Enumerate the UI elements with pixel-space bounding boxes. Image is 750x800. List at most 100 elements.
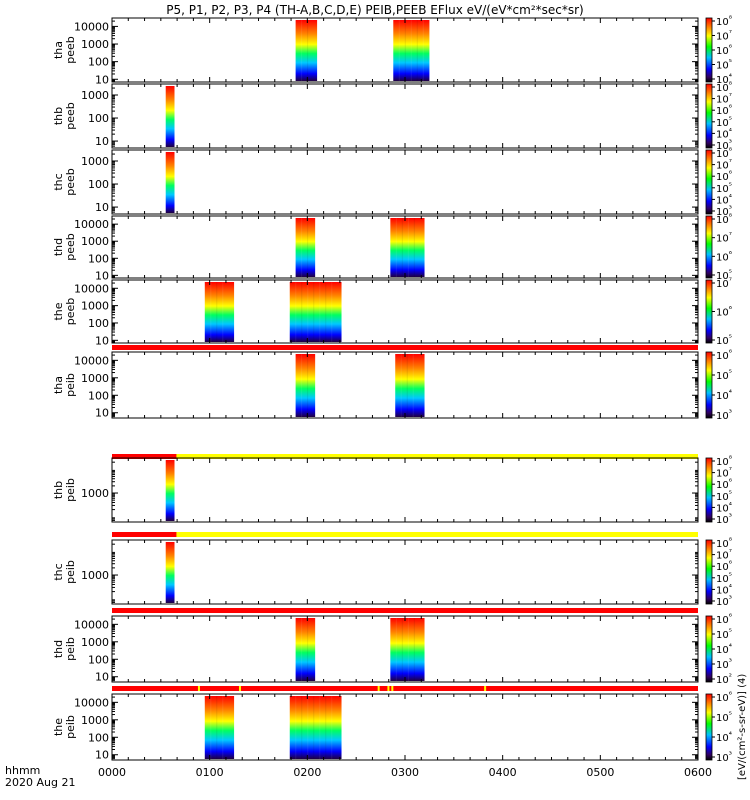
colorbar-tick-label: 10⁶ [716,249,732,263]
colorbar-tick-label: 10³ [716,512,732,526]
flag-segment [112,454,177,459]
colorbar-tick-label: 10⁴ [716,500,732,514]
panel-frame [111,279,699,344]
flag-segment [176,532,698,537]
spectrogram-block [295,218,316,277]
colorbar [705,17,713,83]
y-tick-label: 10 [95,73,109,86]
y-tick-label: 10 [95,269,109,282]
panel-frame [111,149,699,215]
y-tick-label: 10 [95,201,109,214]
colorbar-tick-label: 10⁶ [716,169,732,183]
y-tick-label: 1000 [81,89,109,102]
colorbar-tick-label: 10² [716,672,732,686]
colorbar-tick-label: 10⁵ [716,368,732,382]
y-tick-label: 1000 [81,714,109,727]
y-tick-label: 10000 [74,618,109,631]
plot-title: P5, P1, P2, P3, P4 (TH-A,B,C,D,E) PEIB,P… [166,3,583,17]
colorbar-tick-label: 10⁶ [716,348,732,362]
colorbar-tick-label: 10⁵ [716,58,732,72]
panel-probe-label: the [52,302,65,320]
colorbar [705,693,713,761]
colorbar-tick-label: 10⁷ [716,231,732,245]
colorbar-tick-label: 10⁷ [716,466,732,480]
x-tick-label: 0200 [293,766,321,779]
colorbar-tick-label: 10⁸ [716,146,732,160]
colorbar-tick-label: 10³ [716,408,732,422]
y-tick-label: 10 [95,749,109,762]
y-tick-label: 100 [88,56,109,69]
colorbar-tick-label: 10⁴ [716,730,732,744]
colorbar-tick-label: 10⁸ [716,454,732,468]
y-tick-label: 1000 [81,569,109,582]
x-tick-label: 0500 [586,766,614,779]
flag-segment [238,686,241,691]
colorbar-unit-label: [eV/(cm²-s-sr-eV)] (4) [737,674,748,780]
panel-probe-label: thc [52,563,65,580]
panel-product-label: peib [64,637,77,661]
panel-probe-label: the [52,718,65,736]
panel-product-label: peeb [64,233,77,261]
panel-thd-peeb: 10 100 1000 10000 thd peeb 10⁵ 10⁶ 10⁷ 10⁸ [52,212,732,282]
colorbar-tick-label: 10⁴ [716,72,732,86]
colorbar-tick-label: 10⁵ [716,489,732,503]
flag-bar [112,608,698,613]
y-tick-label: 1000 [81,155,109,168]
colorbar-tick-label: 10⁴ [716,582,732,596]
colorbar-tick-label: 10⁵ [716,181,732,195]
flag-segment [484,686,487,691]
colorbar-tick-label: 10⁶ [716,612,732,626]
spectrogram-block [295,618,316,681]
y-tick-label: 10 [95,135,109,148]
flag-segment [176,454,698,459]
colorbar [705,83,713,149]
panel-tha-peib: 10 100 1000 10000 tha peib 10³ 10⁴ 10⁵ 10⁶ [52,345,732,422]
flag-bar [112,345,698,350]
spectrogram-block [289,282,342,342]
panel-frame [111,83,699,149]
footer-hhmm: hhmm [5,764,40,777]
colorbar-tick-label: 10⁷ [716,548,732,562]
y-tick-label: 10 [95,334,109,347]
flag-segment [112,532,177,537]
spectrogram-block [295,354,316,417]
colorbar-tick-label: 10⁶ [716,559,732,573]
colorbar [705,149,713,215]
panel-product-label: peeb [64,36,77,64]
y-tick-label: 100 [88,178,109,191]
y-tick-label: 10 [95,671,109,684]
panel-product-label: peib [64,373,77,397]
colorbar-tick-label: 10³ [716,594,732,608]
flag-segment [387,686,390,691]
flag-segment [112,345,698,350]
y-tick-label: 10 [95,407,109,420]
spectrogram-block [165,86,175,147]
y-tick-label: 100 [88,112,109,125]
y-tick-label: 10000 [74,354,109,367]
y-tick-label: 1000 [81,300,109,313]
colorbar-tick-label: 10⁷ [716,29,732,43]
x-tick-label: 0100 [196,766,224,779]
colorbar-tick-label: 10⁵ [716,710,732,724]
y-tick-label: 10000 [74,696,109,709]
panel-frame [111,457,699,523]
flag-segment [112,686,698,691]
colorbar-tick-label: 10⁶ [716,103,732,117]
y-tick-label: 10000 [74,20,109,33]
colorbar [705,457,713,523]
x-tick-label: 0400 [489,766,517,779]
flag-segment [112,608,698,613]
panel-product-label: peeb [64,298,77,326]
spectrogram-block [204,282,235,342]
flag-bar [112,532,698,537]
panel-probe-label: tha [52,41,65,59]
panel-probe-label: tha [52,376,65,394]
colorbar-tick-label: 10⁴ [716,126,732,140]
colorbar-tick-label: 10⁶ [716,43,732,57]
spectrogram-block [393,20,430,81]
